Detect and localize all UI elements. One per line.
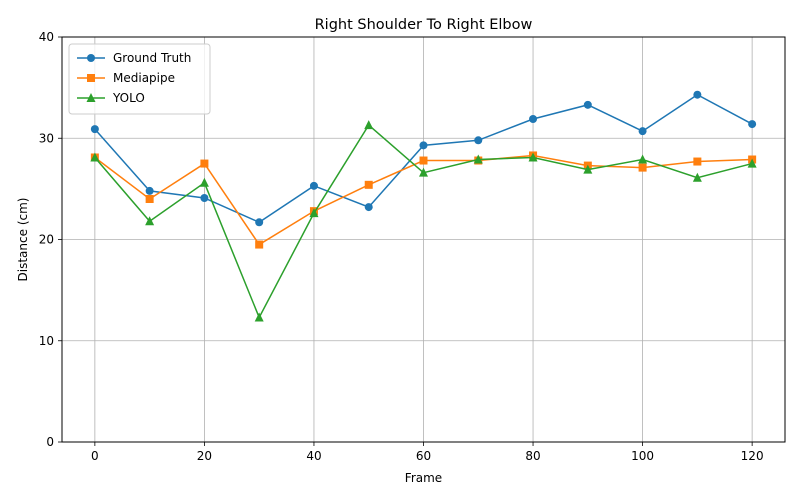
series-yolo <box>90 120 757 322</box>
data-point-mediapipe <box>693 157 702 166</box>
data-point-ground-truth <box>419 141 428 150</box>
axis-ticks: 0 20 40 60 80 100 120 0 10 20 30 40 <box>39 30 764 463</box>
data-point-ground-truth <box>309 181 318 190</box>
y-axis-title: Distance (cm) <box>16 198 30 282</box>
data-point-mediapipe <box>145 195 154 203</box>
x-tick-label: 20 <box>197 449 212 463</box>
data-point-ground-truth <box>200 193 209 202</box>
legend-label-yolo: YOLO <box>112 91 145 105</box>
data-point-yolo <box>364 120 374 130</box>
legend-label-mediapipe: Mediapipe <box>113 71 175 85</box>
y-tick-label: 0 <box>46 435 54 449</box>
legend-label-ground-truth: Ground Truth <box>113 51 191 65</box>
legend-marker-mediapipe <box>87 74 95 82</box>
data-point-ground-truth <box>583 100 592 109</box>
data-point-yolo <box>747 158 757 168</box>
legend-marker-ground-truth <box>87 54 95 62</box>
data-point-mediapipe <box>419 156 428 165</box>
legend-box <box>68 43 211 115</box>
data-point-ground-truth <box>638 127 647 136</box>
data-point-ground-truth <box>529 115 538 124</box>
y-tick-label: 20 <box>39 233 54 247</box>
data-point-yolo <box>254 312 264 322</box>
data-point-ground-truth <box>255 218 264 227</box>
x-tick-label: 80 <box>525 449 540 463</box>
chart-title: Right Shoulder To Right Elbow <box>315 17 533 33</box>
data-point-yolo <box>583 164 593 174</box>
data-point-yolo <box>90 152 100 162</box>
x-tick-label: 60 <box>416 449 431 463</box>
data-point-ground-truth <box>90 125 99 134</box>
series-group <box>90 90 757 322</box>
data-point-mediapipe <box>364 180 373 189</box>
data-point-yolo <box>199 177 209 187</box>
legend: Ground Truth Mediapipe YOLO <box>68 43 211 115</box>
x-tick-label: 0 <box>91 449 99 463</box>
y-tick-label: 40 <box>39 30 54 44</box>
x-tick-label: 100 <box>631 449 654 463</box>
data-point-yolo <box>419 167 428 177</box>
data-point-yolo <box>638 154 648 164</box>
data-point-mediapipe <box>638 163 647 172</box>
series-ground-truth <box>90 90 757 227</box>
y-tick-label: 10 <box>39 334 54 348</box>
data-point-yolo <box>309 208 319 218</box>
data-point-ground-truth <box>364 203 373 212</box>
data-point-ground-truth <box>145 186 154 195</box>
data-point-mediapipe <box>200 159 209 168</box>
x-tick-label: 40 <box>306 449 321 463</box>
data-point-yolo <box>692 172 702 182</box>
legend-marker-yolo <box>86 93 96 102</box>
data-point-ground-truth <box>474 136 483 145</box>
x-axis-title: Frame <box>405 471 442 485</box>
y-tick-label: 30 <box>39 131 54 145</box>
data-point-ground-truth <box>693 90 702 99</box>
data-point-mediapipe <box>255 240 264 249</box>
data-point-yolo <box>473 154 483 164</box>
x-tick-label: 120 <box>741 449 764 463</box>
data-point-yolo <box>145 216 155 226</box>
data-point-ground-truth <box>748 120 757 129</box>
data-point-yolo <box>528 152 538 162</box>
